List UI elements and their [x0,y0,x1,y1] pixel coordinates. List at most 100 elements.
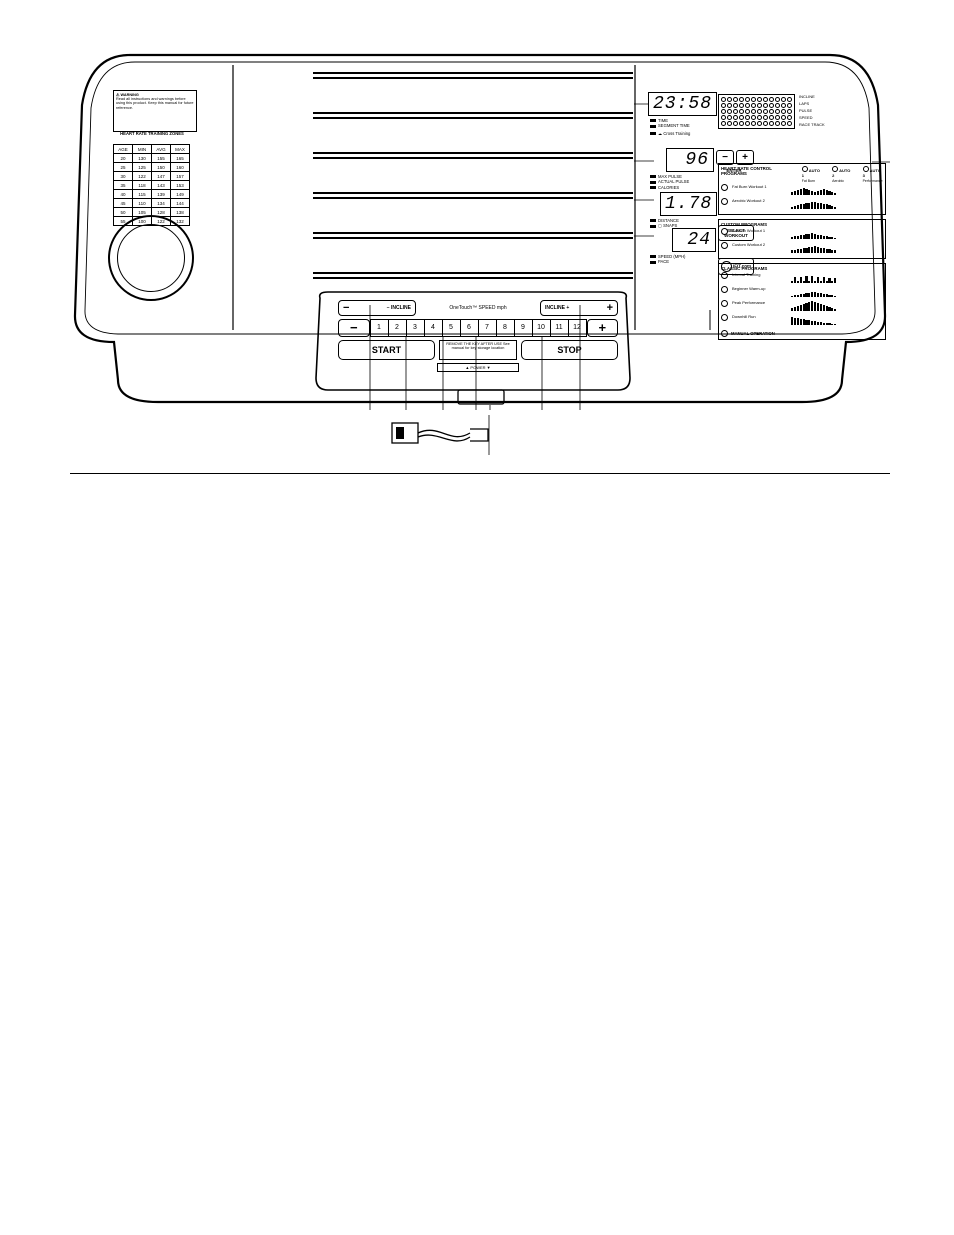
speed-preset-6[interactable]: 6 [461,319,479,337]
program-label: Beginner Warm-up [732,286,787,299]
matrix-dot [787,115,792,120]
custom-program-item[interactable]: Custom Workout 2 [721,242,883,255]
matrix-dot [733,115,738,120]
speed-preset-12[interactable]: 12 [569,319,587,337]
program-profile-icon [791,301,836,311]
speed-plus-button[interactable]: + [587,319,619,337]
matrix-dot [739,109,744,114]
matrix-dot [775,115,780,120]
custom-program-item[interactable]: Custom Workout 1 [721,228,883,241]
hr-zones-table: AGEMINAVGMAX 201301551652512515016030122… [113,144,190,226]
matrix-dot [727,97,732,102]
dot-matrix-labels: INCLINELAPSPULSESPEEDRACE TRACK [799,94,825,129]
readout-time: 23:58 [648,92,717,116]
matrix-dot [775,121,780,126]
matrix-dot [733,121,738,126]
program-dot-icon [721,184,728,191]
stop-button[interactable]: STOP [521,340,618,360]
incline-down-button[interactable]: − − INCLINE [338,300,416,316]
vent-lines-6 [313,272,633,282]
matrix-dot [727,103,732,108]
table-row: 45110134144 [114,199,190,208]
program-label: Fat Burn Workout 1 [732,184,787,197]
matrix-dot [751,109,756,114]
table-row: 40115139149 [114,190,190,199]
matrix-dot [781,115,786,120]
speed-preset-5[interactable]: 5 [443,319,461,337]
speed-number-strip: 123456789101112 [370,319,587,337]
classic-program-item[interactable]: Beginner Warm-up [721,286,883,299]
classic-program-item[interactable]: Interval Training [721,272,883,285]
program-label: Interval Training [732,272,787,285]
prog-section-custom: CUSTOM PROGRAMS Custom Workout 1Custom W… [718,219,886,259]
matrix-dot [763,109,768,114]
matrix-dot [787,121,792,126]
classic-program-item[interactable]: Downhill Run [721,314,883,327]
digits-distance: 1.78 [660,192,717,216]
matrix-dot [787,103,792,108]
matrix-dot [721,121,726,126]
speed-preset-10[interactable]: 10 [533,319,551,337]
speed-preset-4[interactable]: 4 [425,319,443,337]
matrix-row-label: INCLINE [799,95,825,100]
matrix-dot [769,97,774,102]
program-profile-icon [791,229,836,239]
labels-speed: SPEED (MPH) PACE [650,254,685,265]
labels-pulse: MAX PULSE ACTUAL PULSE CALORIES [650,174,689,190]
classic-program-item[interactable]: Peak Performance [721,300,883,313]
readout-speed: 24 [672,228,716,252]
dot-matrix [718,94,795,129]
speed-preset-2[interactable]: 2 [389,319,407,337]
matrix-dot [721,109,726,114]
hr-col: AVG [152,145,171,154]
matrix-dot [769,109,774,114]
hrc-program-item[interactable]: Aerobic Workout 2 [721,198,883,211]
manual-dot-icon [721,330,728,337]
readout-distance: 1.78 [660,192,717,216]
matrix-dot [739,103,744,108]
matrix-dot [739,115,744,120]
key-instruction-label: REMOVE THE KEY AFTER USE See manual for … [439,340,517,360]
program-dot-icon [721,242,728,249]
program-profile-icon [791,315,836,325]
matrix-dot [745,115,750,120]
speed-preset-3[interactable]: 3 [407,319,425,337]
matrix-dot [745,109,750,114]
incline-up-button[interactable]: INCLINE + + [540,300,618,316]
program-profile-icon [791,243,836,253]
program-profile-icon [791,199,836,209]
speed-preset-8[interactable]: 8 [497,319,515,337]
program-label: Peak Performance [732,300,787,313]
matrix-dot [745,97,750,102]
speed-minus-button[interactable]: − [338,319,370,337]
program-panel: INCLINELAPSPULSESPEEDRACE TRACK HEART RA… [718,94,886,340]
matrix-dot [751,103,756,108]
hrc-auto-option[interactable]: AUTO 1Fat Burn [802,166,822,183]
hr-col: AGE [114,145,133,154]
hrc-program-item[interactable]: Fat Burn Workout 1 [721,184,883,197]
program-dot-icon [721,198,728,205]
readout-pulse: 96 [666,148,714,172]
hrc-auto-option[interactable]: AUTO 3Performance [863,166,883,183]
hr-col: MAX [171,145,190,154]
start-button[interactable]: START [338,340,435,360]
table-row: 25125150160 [114,163,190,172]
speed-preset-7[interactable]: 7 [479,319,497,337]
matrix-dot [781,97,786,102]
vent-lines-1 [313,72,633,82]
speed-header-label: OneTouch™ SPEED mph [416,305,540,311]
manual-operation-label: MANUAL OPERATION [731,331,775,336]
matrix-dot [739,121,744,126]
matrix-dot [787,109,792,114]
speed-preset-11[interactable]: 11 [551,319,569,337]
hrc-auto-option[interactable]: AUTO 2Aerobic [832,166,852,183]
matrix-dot [769,115,774,120]
safety-key-icon [390,415,530,455]
digits-pulse: 96 [666,148,714,172]
speed-preset-9[interactable]: 9 [515,319,533,337]
matrix-dot [727,121,732,126]
speed-preset-1[interactable]: 1 [370,319,389,337]
matrix-row-label: SPEED [799,116,825,121]
matrix-dot [745,121,750,126]
program-dot-icon [721,272,728,279]
